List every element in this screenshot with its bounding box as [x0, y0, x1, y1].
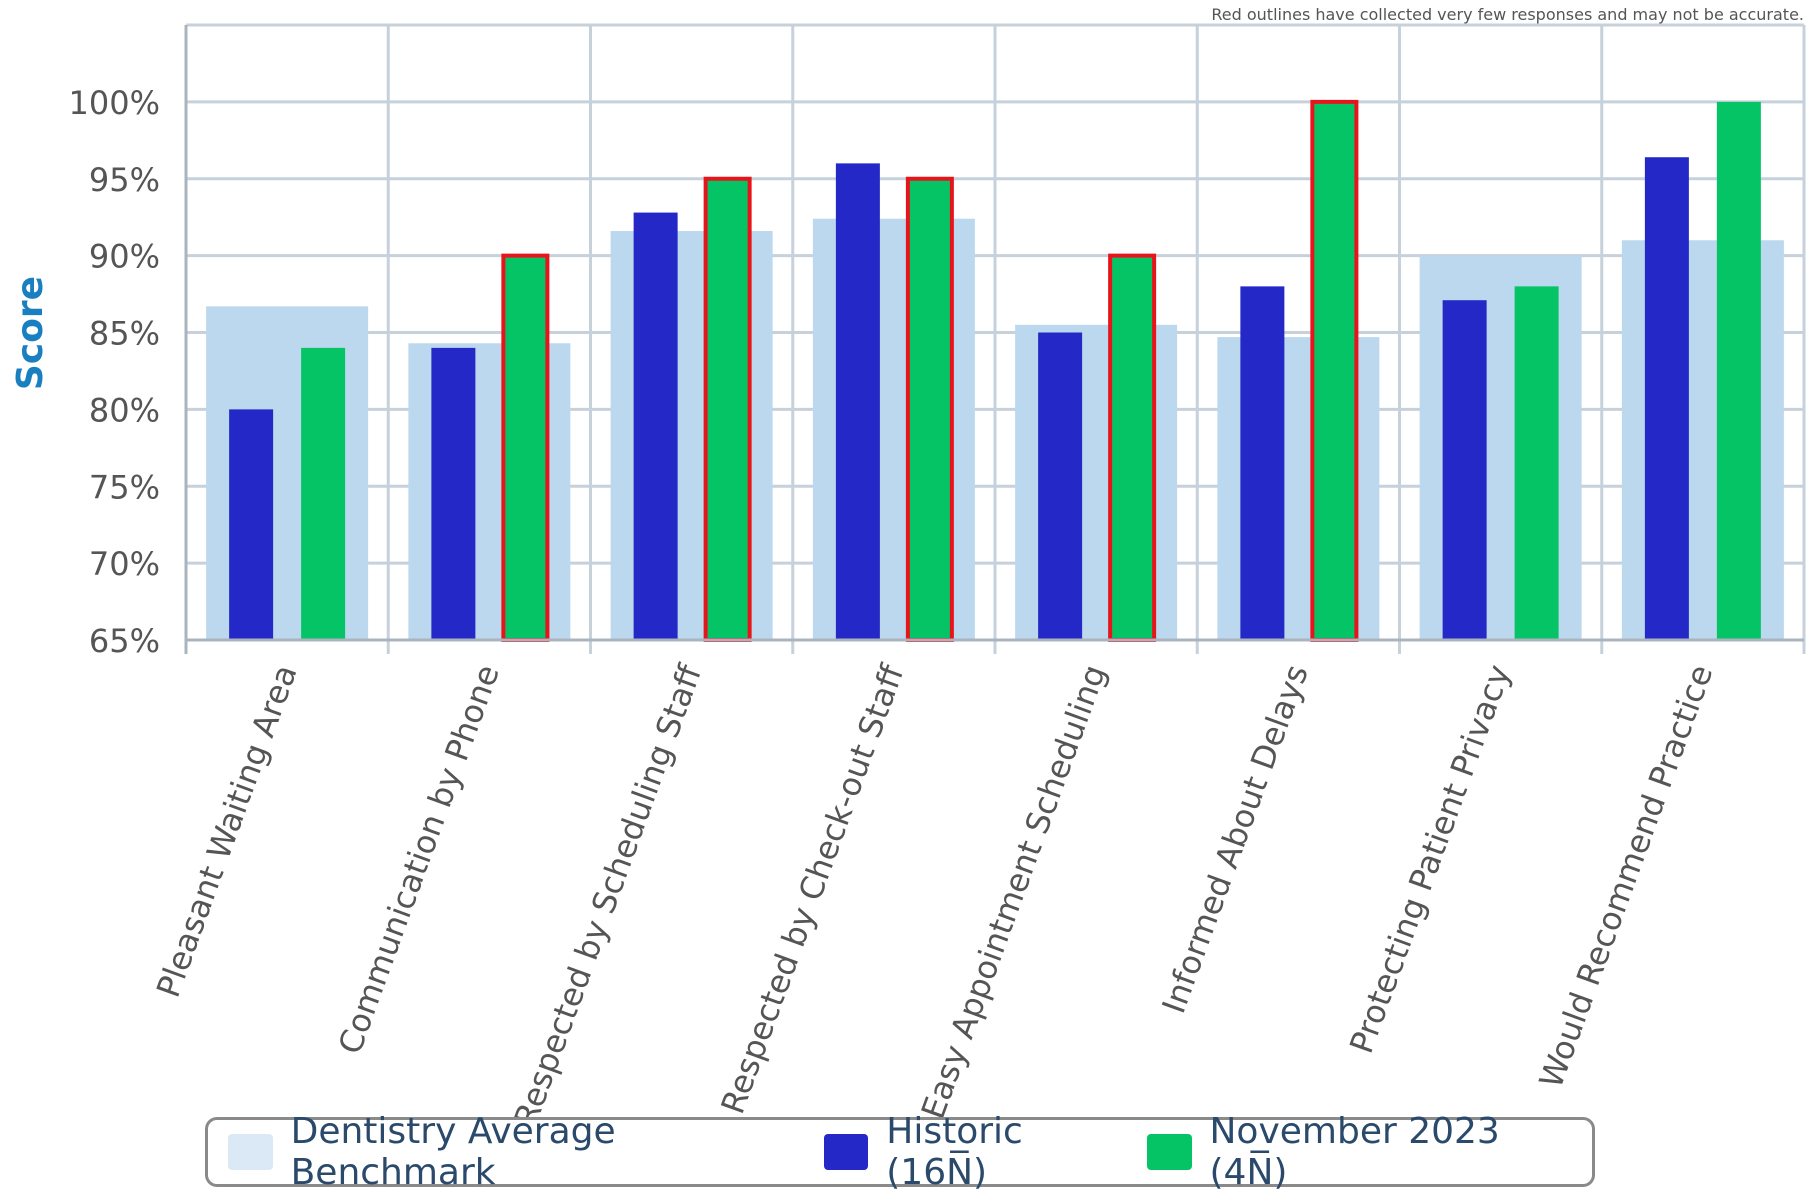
november-bar	[1108, 253, 1157, 642]
historic-bar	[633, 212, 678, 640]
x-tick-label: Communication by Phone	[331, 660, 507, 1059]
x-tick-label: Respected by Scheduling Staff	[506, 659, 709, 1132]
november-bar	[1514, 286, 1559, 640]
x-tick-label: Pleasant Waiting Area	[149, 660, 305, 1003]
y-tick-label: 75%	[89, 468, 160, 506]
historic-bar	[1240, 286, 1285, 640]
november-bar	[501, 253, 550, 642]
historic-bar	[1038, 332, 1083, 640]
legend-label-november: November 2023 (4N̅)	[1209, 1111, 1500, 1193]
x-tick-label: Respected by Check-out Staff	[713, 659, 911, 1119]
y-tick-label: 65%	[89, 622, 160, 660]
x-tick-label: Protecting Patient Privacy	[1342, 660, 1518, 1059]
y-tick-label: 85%	[89, 315, 160, 353]
bars	[206, 99, 1784, 642]
historic-bar	[1442, 300, 1487, 640]
y-tick-label: 95%	[89, 161, 160, 199]
november-bar	[1310, 99, 1359, 642]
axes	[184, 25, 1804, 654]
y-tick-label: 90%	[89, 238, 160, 276]
grid-lines	[184, 23, 1806, 654]
historic-bar	[229, 409, 274, 640]
november-bar	[703, 176, 752, 642]
legend-swatch-benchmark	[228, 1134, 273, 1170]
x-tick-label: Easy Appointment Scheduling	[914, 660, 1114, 1124]
low-response-note: Red outlines have collected very few res…	[1211, 5, 1804, 24]
y-axis-title: Score	[10, 276, 51, 390]
historic-bar	[835, 163, 880, 640]
november-bar	[905, 176, 954, 642]
legend-item-historic[interactable]: Historic (16N̅)	[823, 1111, 1117, 1193]
legend-label-benchmark: Dentistry Average Benchmark	[290, 1111, 616, 1193]
november-bar	[1716, 101, 1761, 640]
legend-swatch-historic	[823, 1134, 869, 1170]
y-tick-label: 70%	[89, 545, 160, 583]
legend-item-november[interactable]: November 2023 (4N̅)	[1146, 1111, 1562, 1193]
legend-item-benchmark[interactable]: Dentistry Average Benchmark	[228, 1111, 794, 1193]
historic-bar	[1644, 157, 1689, 640]
legend-swatch-november	[1146, 1134, 1192, 1170]
x-tick-label: Would Recommend Practice	[1532, 660, 1721, 1093]
y-tick-label: 100%	[69, 84, 160, 122]
november-bar	[301, 347, 346, 640]
historic-bar	[431, 347, 476, 640]
y-tick-label: 80%	[89, 391, 160, 429]
legend-label-historic: Historic (16N̅)	[886, 1111, 1023, 1193]
legend: Dentistry Average Benchmark Historic (16…	[205, 1111, 1595, 1193]
x-tick-label: Informed About Delays	[1154, 660, 1315, 1019]
